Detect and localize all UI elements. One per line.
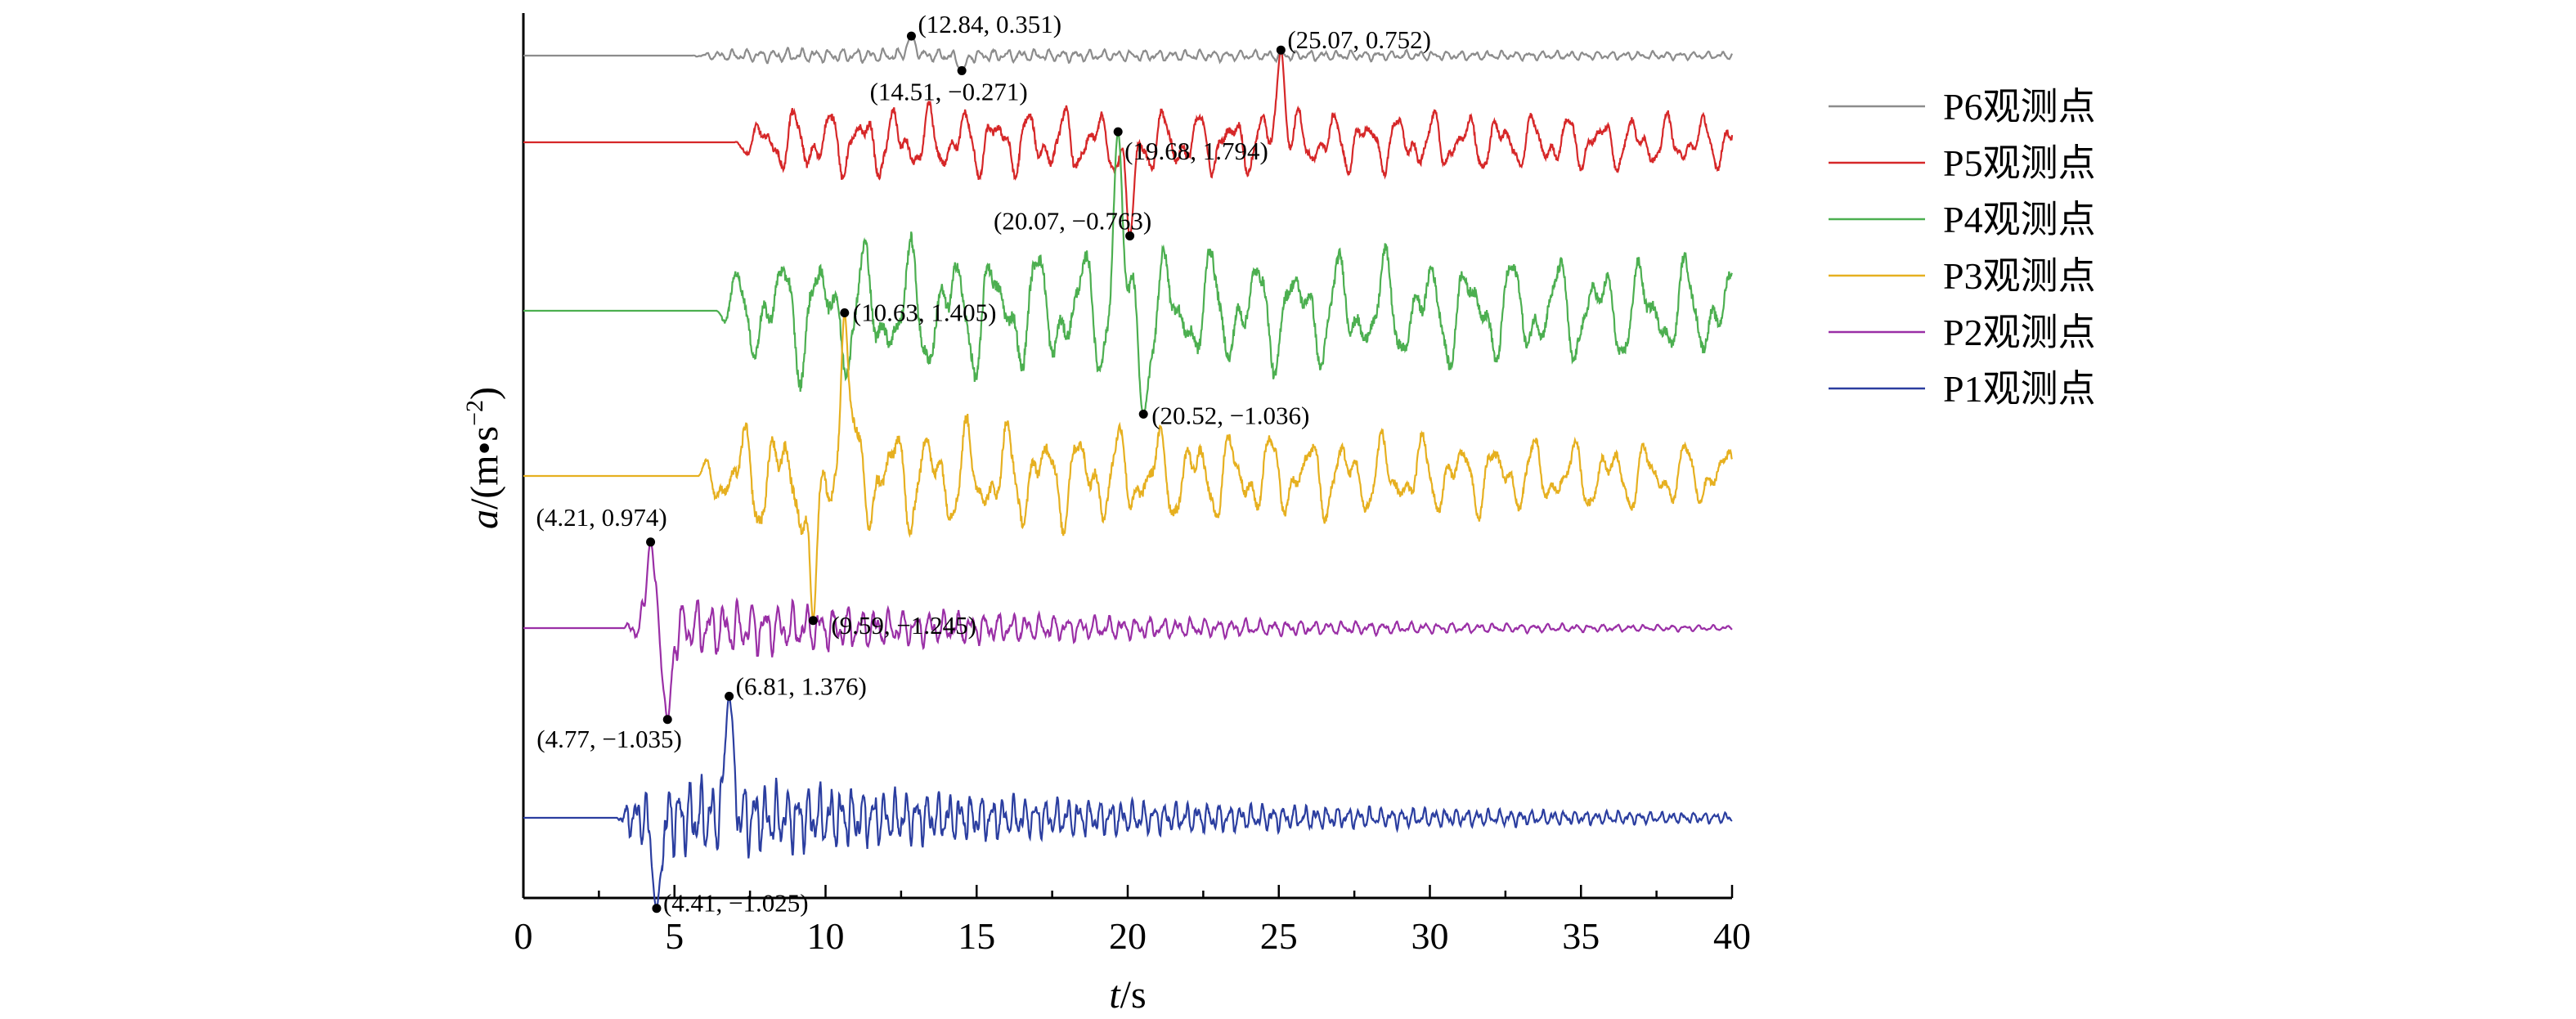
series-line (523, 48, 1734, 238)
x-axis-slash: / (1120, 973, 1132, 1017)
legend-label: P2观测点 (1943, 312, 2096, 353)
x-tick-label: 20 (1109, 915, 1147, 957)
legend-label: P5观测点 (1943, 142, 2096, 184)
extreme-point-label: (12.84, 0.351) (918, 10, 1061, 38)
x-tick-label: 35 (1562, 915, 1600, 957)
y-axis-title: a/(m•s−2) (461, 387, 506, 529)
extreme-point-marker (906, 31, 916, 41)
x-tick-label: 15 (958, 915, 995, 957)
extreme-point-label: (10.63, 1.405) (853, 298, 997, 326)
svg-text:a/(m•s−2): a/(m•s−2) (461, 387, 506, 529)
x-tick-label: 10 (807, 915, 845, 957)
x-axis-variable: t (1109, 973, 1121, 1017)
extreme-point-label: (20.52, −1.036) (1151, 401, 1309, 429)
x-axis-title: t/s (1109, 973, 1146, 1017)
extreme-point-label: (14.51, −0.271) (870, 77, 1028, 105)
legend: P6观测点 P5观测点 P4观测点 P3观测点 P2观测点 P1观测点 (1829, 86, 2096, 410)
extreme-point-marker (725, 691, 734, 701)
extreme-point-marker (840, 307, 850, 317)
legend-label: P4观测点 (1943, 199, 2096, 240)
extreme-point-label: (4.77, −1.035) (536, 725, 682, 753)
extreme-point-label: (25.07, 0.752) (1287, 25, 1431, 54)
legend-label: P3观测点 (1943, 255, 2096, 297)
extreme-point-marker (662, 715, 672, 725)
extreme-point-label: (19.68, 1.794) (1124, 137, 1268, 165)
annotation-layer: (12.84, 0.351) (14.51, −0.271) (25.07, 0.7… (536, 10, 1431, 918)
extreme-point-marker (652, 904, 662, 914)
axes: 0 5 10 15 20 25 30 35 40 (514, 13, 1751, 957)
series-line (523, 541, 1733, 721)
extreme-point-marker (1276, 45, 1286, 55)
extreme-point-label: (4.41, −1.025) (663, 889, 809, 918)
series-line (523, 35, 1733, 72)
y-axis-slash: / (463, 498, 506, 510)
extreme-point-marker (957, 65, 967, 75)
extreme-point-marker (646, 537, 656, 547)
extreme-point-marker (1113, 127, 1123, 137)
extreme-point-marker (1125, 231, 1135, 240)
series-line (523, 310, 1734, 622)
x-ticks: 0 5 10 15 20 25 30 35 40 (514, 885, 1751, 957)
extreme-point-label: (9.59, −1.245) (831, 611, 976, 640)
extreme-point-label: (4.21, 0.974) (536, 503, 667, 532)
x-tick-label: 0 (514, 915, 533, 957)
x-tick-label: 5 (665, 915, 684, 957)
y-axis-unit-exponent: −2 (461, 400, 488, 426)
extreme-point-marker (808, 616, 818, 626)
y-axis-variable: a (463, 510, 506, 529)
extreme-point-label: (20.07, −0.763) (994, 206, 1151, 235)
legend-label: P6观测点 (1943, 86, 2096, 128)
x-tick-label: 40 (1713, 915, 1751, 957)
series-line (523, 129, 1733, 415)
y-axis-unit-close: ) (463, 387, 506, 400)
x-axis-unit: s (1131, 973, 1147, 1017)
extreme-point-label: (6.81, 1.376) (736, 671, 867, 700)
y-axis-unit: (m•s (463, 426, 506, 499)
series-layer (523, 35, 1734, 909)
x-tick-label: 30 (1411, 915, 1449, 957)
legend-label: P1观测点 (1943, 368, 2096, 410)
extreme-point-marker (1138, 409, 1148, 419)
svg-text:t/s: t/s (1109, 973, 1146, 1017)
series-line (523, 695, 1733, 909)
x-tick-label: 25 (1260, 915, 1298, 957)
